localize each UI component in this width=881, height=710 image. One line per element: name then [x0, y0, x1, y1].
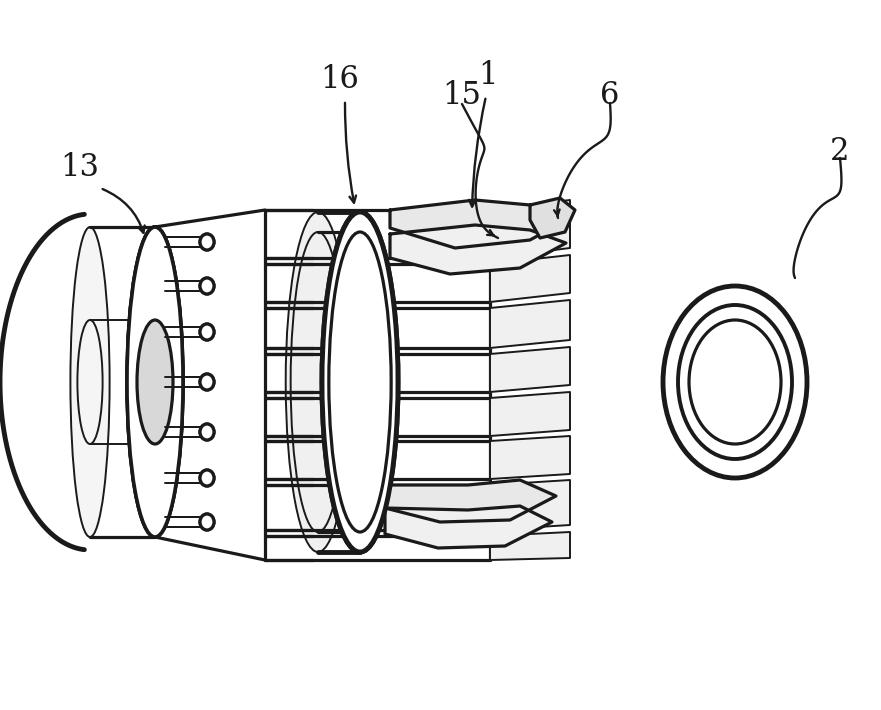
Ellipse shape — [200, 470, 214, 486]
Polygon shape — [490, 200, 570, 258]
Ellipse shape — [137, 320, 173, 444]
Ellipse shape — [200, 278, 214, 294]
Text: 2: 2 — [830, 136, 850, 168]
Polygon shape — [530, 198, 575, 238]
Text: 1: 1 — [478, 60, 498, 90]
Polygon shape — [390, 200, 570, 248]
Ellipse shape — [127, 227, 183, 537]
Ellipse shape — [200, 514, 214, 530]
Polygon shape — [385, 480, 556, 522]
Ellipse shape — [322, 212, 398, 552]
Ellipse shape — [663, 286, 807, 478]
Ellipse shape — [322, 212, 398, 552]
Polygon shape — [390, 225, 566, 274]
Ellipse shape — [70, 227, 109, 537]
Ellipse shape — [127, 227, 183, 537]
Ellipse shape — [200, 324, 214, 340]
Polygon shape — [490, 436, 570, 479]
Ellipse shape — [200, 374, 214, 390]
Ellipse shape — [200, 324, 214, 340]
Text: 6: 6 — [600, 80, 619, 111]
Ellipse shape — [200, 278, 214, 294]
Ellipse shape — [335, 292, 375, 472]
Polygon shape — [490, 532, 570, 560]
Text: 16: 16 — [321, 65, 359, 96]
Ellipse shape — [678, 305, 792, 459]
Ellipse shape — [200, 514, 214, 530]
Ellipse shape — [285, 212, 351, 552]
Ellipse shape — [200, 424, 214, 440]
Polygon shape — [490, 347, 570, 392]
Polygon shape — [490, 255, 570, 302]
Text: 15: 15 — [442, 80, 482, 111]
Ellipse shape — [689, 320, 781, 444]
Polygon shape — [490, 480, 570, 530]
Ellipse shape — [200, 470, 214, 486]
Ellipse shape — [200, 234, 214, 250]
Ellipse shape — [137, 320, 173, 444]
Ellipse shape — [127, 227, 183, 537]
Polygon shape — [490, 392, 570, 436]
Ellipse shape — [200, 234, 214, 250]
Ellipse shape — [200, 374, 214, 390]
Polygon shape — [385, 506, 552, 548]
Text: 13: 13 — [61, 153, 100, 183]
Ellipse shape — [200, 424, 214, 440]
Polygon shape — [490, 300, 570, 348]
